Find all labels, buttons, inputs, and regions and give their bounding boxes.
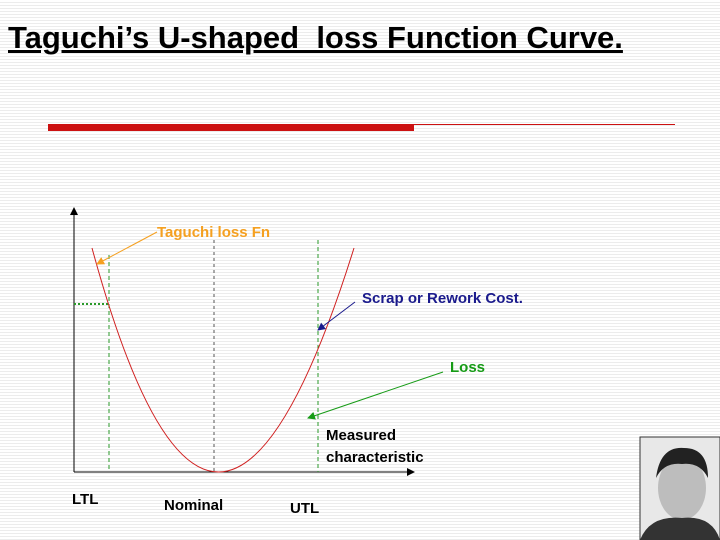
slide-title: Taguchi’s U-shaped loss Function Curve. <box>8 20 623 55</box>
loss-label: Loss <box>450 359 485 376</box>
pointer <box>96 231 158 265</box>
ltl-label: LTL <box>72 491 98 508</box>
cost-label: Scrap or Rework Cost. <box>362 290 523 307</box>
portrait <box>639 436 720 540</box>
curve-label: Taguchi loss Fn <box>157 224 270 241</box>
loss-curve <box>91 247 355 473</box>
nominal-label: Nominal <box>164 497 223 514</box>
accent-bar <box>48 124 414 131</box>
pointer <box>307 371 444 420</box>
axis-label: characteristic <box>326 449 424 466</box>
utl-label: UTL <box>290 500 319 517</box>
axis-label: Measured <box>326 427 396 444</box>
pointer <box>317 301 356 331</box>
